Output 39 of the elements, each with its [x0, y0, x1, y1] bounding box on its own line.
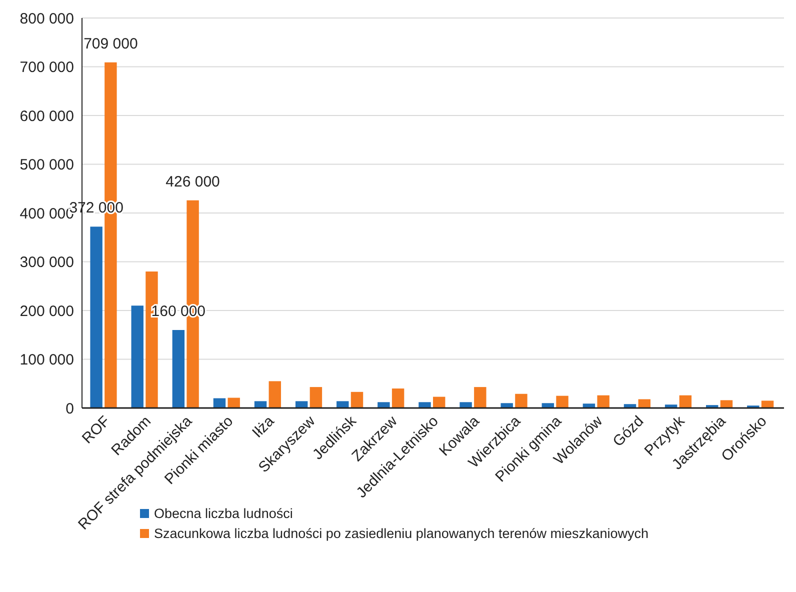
bar — [228, 398, 240, 408]
bar — [418, 402, 431, 408]
bar — [350, 392, 364, 408]
y-tick-label: 0 — [66, 400, 74, 418]
bar — [254, 401, 267, 408]
bar — [433, 396, 446, 408]
bar — [474, 387, 486, 408]
bar — [582, 404, 596, 408]
bar — [131, 306, 144, 408]
bar — [460, 402, 472, 408]
bar — [378, 402, 390, 408]
bar — [392, 388, 404, 408]
bar — [213, 398, 226, 408]
bar — [90, 226, 102, 408]
y-tick-label: 200 000 — [20, 302, 74, 320]
bar — [310, 387, 322, 408]
bar — [542, 403, 554, 408]
data-label: 426 000 — [166, 173, 220, 190]
y-tick-label: 100 000 — [20, 352, 74, 368]
bar — [515, 394, 528, 408]
bar — [597, 395, 610, 408]
bar — [172, 330, 185, 408]
y-tick-label: 800 000 — [20, 10, 74, 28]
bar — [500, 403, 513, 408]
bar — [638, 399, 650, 408]
bar — [336, 401, 349, 408]
bar — [268, 381, 281, 408]
y-tick-label: 600 000 — [20, 108, 74, 125]
legend-label: Obecna liczba ludności — [154, 506, 293, 521]
bar — [295, 401, 308, 408]
legend-label: Szacunkowa liczba ludności po zasiedleniu planowanych terenów mieszkaniowych — [154, 526, 649, 541]
bar — [761, 400, 774, 408]
y-tick-label: 500 000 — [20, 156, 74, 174]
bar — [556, 396, 568, 408]
y-tick-label: 700 000 — [20, 59, 74, 76]
bar — [720, 400, 733, 408]
data-label: 709 000 — [84, 35, 138, 52]
bar — [679, 395, 692, 408]
y-tick-label: 300 000 — [20, 254, 74, 271]
